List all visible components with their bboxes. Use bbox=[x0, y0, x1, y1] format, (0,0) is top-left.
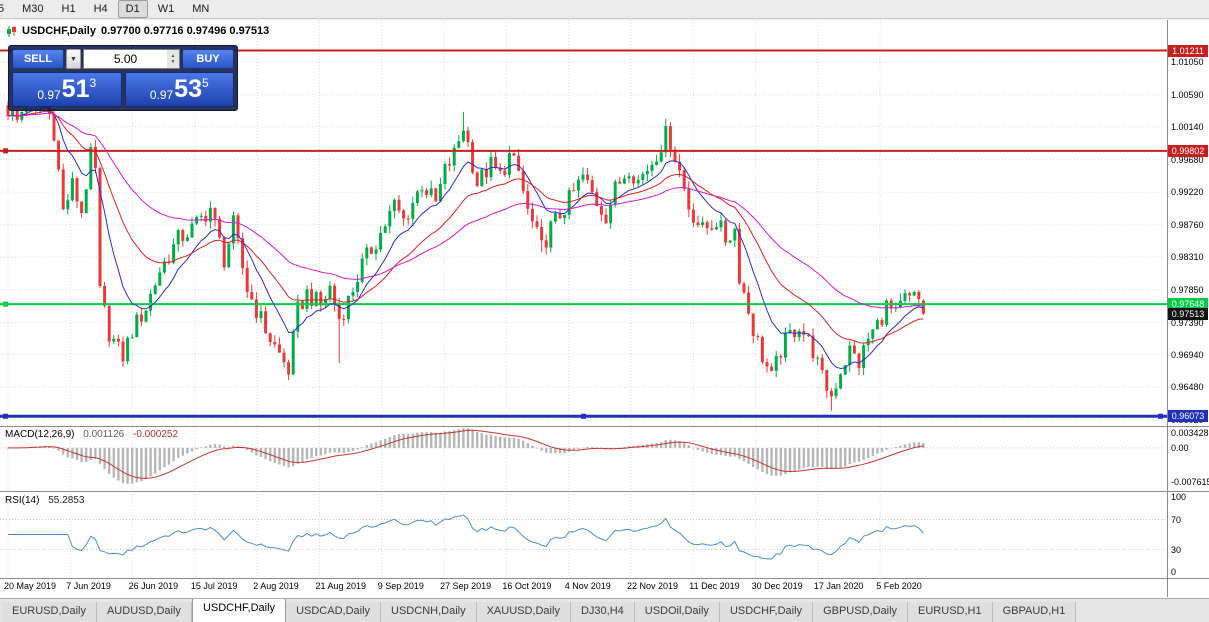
tab-2-usdchf-daily[interactable]: USDCHF,Daily bbox=[191, 599, 287, 622]
chart-canvas[interactable] bbox=[0, 20, 1209, 598]
tab-7-usdoil-daily[interactable]: USDOil,Daily bbox=[634, 602, 720, 622]
pane-separators bbox=[0, 20, 1209, 597]
timeframe-toolbar[interactable]: 5 M30 H1 H4 D1 W1 MN bbox=[0, 0, 1209, 19]
volume-input[interactable] bbox=[83, 49, 180, 69]
rsi-layer bbox=[0, 514, 1167, 560]
chart-tabs[interactable]: EURUSD,Daily AUDUSD,Daily USDCHF,Daily USDC… bbox=[0, 598, 1209, 622]
one-click-trading-panel: SELL ▼ ▲ ▼ BUY 0.97 51 3 0.97 53 5 bbox=[8, 45, 238, 111]
chart-area: USDCHF,Daily 0.97700 0.97716 0.97496 0.9… bbox=[0, 20, 1209, 598]
sell-price-button[interactable]: 0.97 51 3 bbox=[12, 72, 122, 107]
volume-spin-up-icon[interactable]: ▲ bbox=[170, 53, 176, 59]
volume-field-wrap: ▲ ▼ bbox=[83, 49, 180, 69]
hline-handle[interactable] bbox=[581, 413, 586, 419]
timeframe-button-d1[interactable]: D1 bbox=[117, 0, 148, 18]
buy-price-sup: 5 bbox=[201, 76, 209, 90]
hline-handle[interactable] bbox=[3, 301, 8, 307]
tab-9-gbpusd-daily[interactable]: GBPUSD,Daily bbox=[813, 602, 909, 622]
timeframe-button-w1[interactable]: W1 bbox=[157, 3, 175, 15]
grid-layer bbox=[0, 20, 1167, 577]
timeframe-button-mn[interactable]: MN bbox=[192, 3, 210, 15]
timeframe-button-h1[interactable]: H1 bbox=[61, 3, 76, 15]
buy-price-button[interactable]: 0.97 53 5 bbox=[124, 72, 234, 107]
volume-spin-down-icon[interactable]: ▼ bbox=[170, 59, 176, 65]
sell-button[interactable]: SELL bbox=[12, 49, 64, 69]
tab-11-gbpaud-h1[interactable]: GBPAUD,H1 bbox=[992, 602, 1077, 622]
volume-dropdown-button[interactable]: ▼ bbox=[66, 49, 81, 69]
candles-layer bbox=[6, 88, 925, 411]
tab-8-usdchf-daily[interactable]: USDCHF,Daily bbox=[719, 602, 814, 622]
tab-4-usdcnh-daily[interactable]: USDCNH,Daily bbox=[381, 602, 477, 622]
sell-price-sup: 3 bbox=[89, 76, 97, 90]
sell-price-prefix: 0.97 bbox=[37, 88, 61, 102]
timeframe-button-5[interactable]: 5 bbox=[0, 0, 12, 18]
tab-3-usdcad-daily[interactable]: USDCAD,Daily bbox=[286, 602, 382, 622]
hline-handle[interactable] bbox=[3, 148, 8, 154]
tab-5-xauusd-daily[interactable]: XAUUSD,Daily bbox=[476, 602, 571, 622]
tab-6-dj30-h4[interactable]: DJ30,H4 bbox=[570, 602, 635, 622]
volume-spinner[interactable]: ▲ ▼ bbox=[167, 50, 179, 68]
hline-handle[interactable] bbox=[3, 413, 8, 419]
tab-10-eurusd-h1[interactable]: EURUSD,H1 bbox=[908, 602, 993, 622]
macd-layer bbox=[0, 428, 1167, 484]
timeframe-button-h4[interactable]: H4 bbox=[93, 3, 108, 15]
tab-1-audusd-daily[interactable]: AUDUSD,Daily bbox=[96, 602, 192, 622]
moving-averages-layer bbox=[7, 106, 924, 370]
buy-price-prefix: 0.97 bbox=[149, 88, 174, 102]
buy-button[interactable]: BUY bbox=[182, 49, 234, 69]
hline-handle[interactable] bbox=[1158, 413, 1163, 419]
timeframe-button-m30[interactable]: M30 bbox=[22, 3, 44, 15]
buy-price-big: 53 bbox=[174, 75, 202, 103]
tab-0-eurusd-daily[interactable]: EURUSD,Daily bbox=[2, 602, 97, 622]
sell-price-big: 51 bbox=[61, 75, 90, 103]
